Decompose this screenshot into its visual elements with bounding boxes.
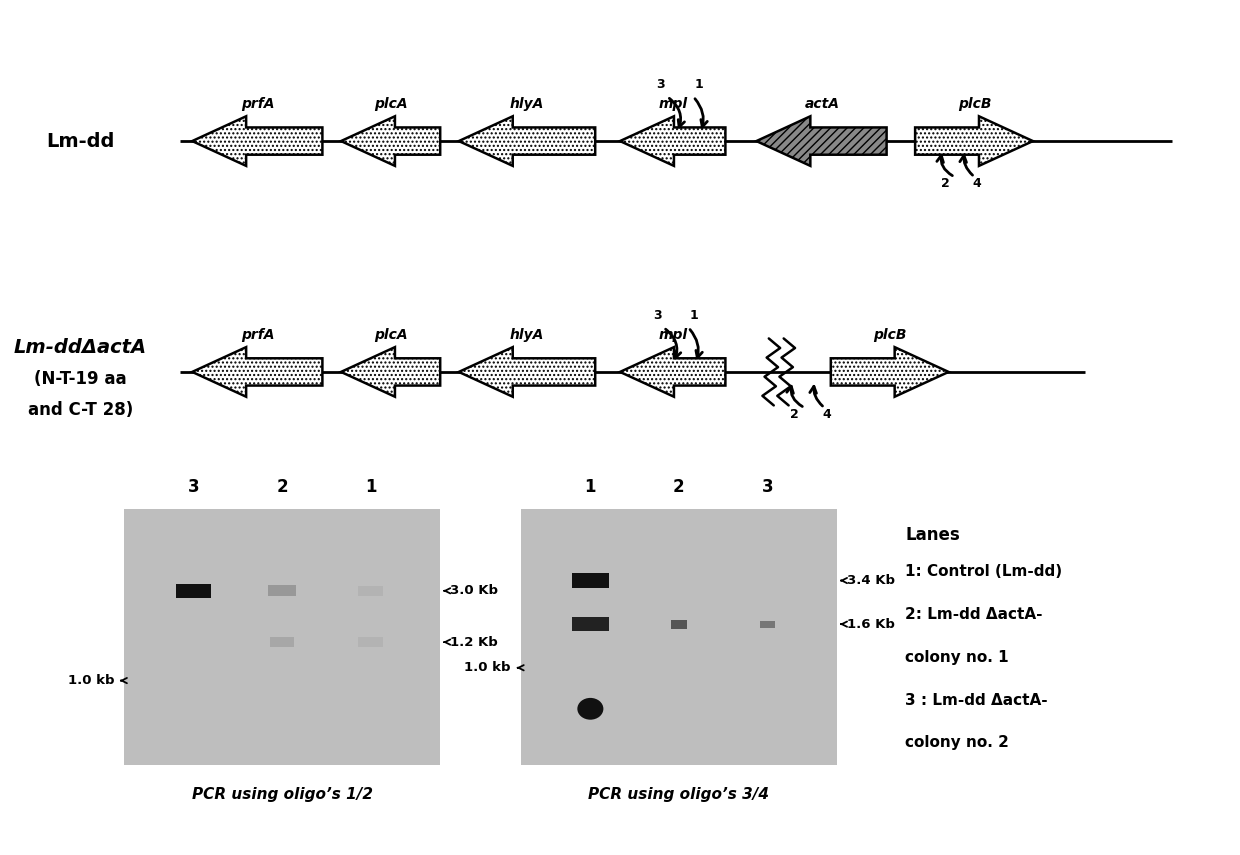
Text: 1.6 Kb: 1.6 Kb — [841, 617, 895, 631]
Text: 1.2 Kb: 1.2 Kb — [444, 635, 498, 649]
Bar — [268, 586, 296, 596]
Polygon shape — [459, 116, 595, 166]
Text: 3: 3 — [187, 478, 200, 496]
Text: hlyA: hlyA — [510, 97, 544, 111]
Text: PCR using oligo’s 3/4: PCR using oligo’s 3/4 — [589, 787, 769, 802]
Text: prfA: prfA — [241, 328, 275, 342]
Text: 1.0 kb: 1.0 kb — [464, 661, 523, 675]
Polygon shape — [620, 116, 725, 166]
Text: Lm-dd: Lm-dd — [46, 132, 115, 150]
Text: colony no. 1: colony no. 1 — [905, 650, 1009, 665]
Text: 3.0 Kb: 3.0 Kb — [444, 584, 498, 598]
Text: 4: 4 — [972, 177, 982, 191]
Text: 1: Control (Lm-dd): 1: Control (Lm-dd) — [905, 564, 1063, 580]
Polygon shape — [915, 116, 1033, 166]
Text: 1: 1 — [365, 478, 377, 496]
Bar — [760, 621, 775, 628]
Text: mpl: mpl — [658, 97, 688, 111]
Polygon shape — [831, 347, 949, 397]
Text: colony no. 2: colony no. 2 — [905, 735, 1009, 751]
Text: 1: 1 — [584, 478, 596, 496]
Text: 2: 2 — [790, 408, 800, 422]
Bar — [521, 509, 837, 765]
Text: 4: 4 — [822, 408, 832, 422]
Text: and C-T 28): and C-T 28) — [29, 401, 133, 419]
Text: plcB: plcB — [873, 328, 908, 342]
Polygon shape — [192, 347, 322, 397]
Text: Lm-ddΔactA: Lm-ddΔactA — [14, 338, 148, 357]
Bar — [124, 509, 440, 765]
Text: 1.0 kb: 1.0 kb — [67, 674, 126, 687]
Text: 3: 3 — [653, 309, 661, 322]
Text: prfA: prfA — [241, 97, 275, 111]
Bar — [176, 584, 211, 598]
Polygon shape — [341, 116, 440, 166]
Text: mpl: mpl — [658, 328, 688, 342]
Text: (N-T-19 aa: (N-T-19 aa — [35, 370, 126, 388]
Bar — [358, 586, 383, 596]
Text: plcA: plcA — [373, 97, 408, 111]
Text: 3: 3 — [657, 78, 665, 91]
Bar — [270, 637, 294, 647]
Bar — [671, 620, 687, 628]
Polygon shape — [459, 347, 595, 397]
Text: actA: actA — [805, 97, 839, 111]
Text: 3 : Lm-dd ΔactA-: 3 : Lm-dd ΔactA- — [905, 693, 1048, 708]
Text: PCR using oligo’s 1/2: PCR using oligo’s 1/2 — [192, 787, 372, 802]
Text: Lanes: Lanes — [905, 526, 960, 544]
Polygon shape — [756, 116, 887, 166]
Polygon shape — [620, 347, 725, 397]
Text: 2: 2 — [940, 177, 950, 191]
Text: 1: 1 — [689, 309, 699, 322]
Polygon shape — [192, 116, 322, 166]
Text: 2: 2 — [673, 478, 684, 496]
Text: plcA: plcA — [373, 328, 408, 342]
Text: 2: 2 — [277, 478, 288, 496]
Text: 1: 1 — [694, 78, 704, 91]
Bar — [358, 637, 383, 647]
Text: hlyA: hlyA — [510, 328, 544, 342]
Bar — [572, 617, 609, 631]
Text: 3.4 Kb: 3.4 Kb — [841, 574, 895, 587]
Text: 3: 3 — [761, 478, 774, 496]
Ellipse shape — [578, 698, 604, 720]
Text: plcB: plcB — [957, 97, 992, 111]
Polygon shape — [341, 347, 440, 397]
Text: 2: Lm-dd ΔactA-: 2: Lm-dd ΔactA- — [905, 607, 1043, 622]
Bar — [572, 573, 609, 588]
